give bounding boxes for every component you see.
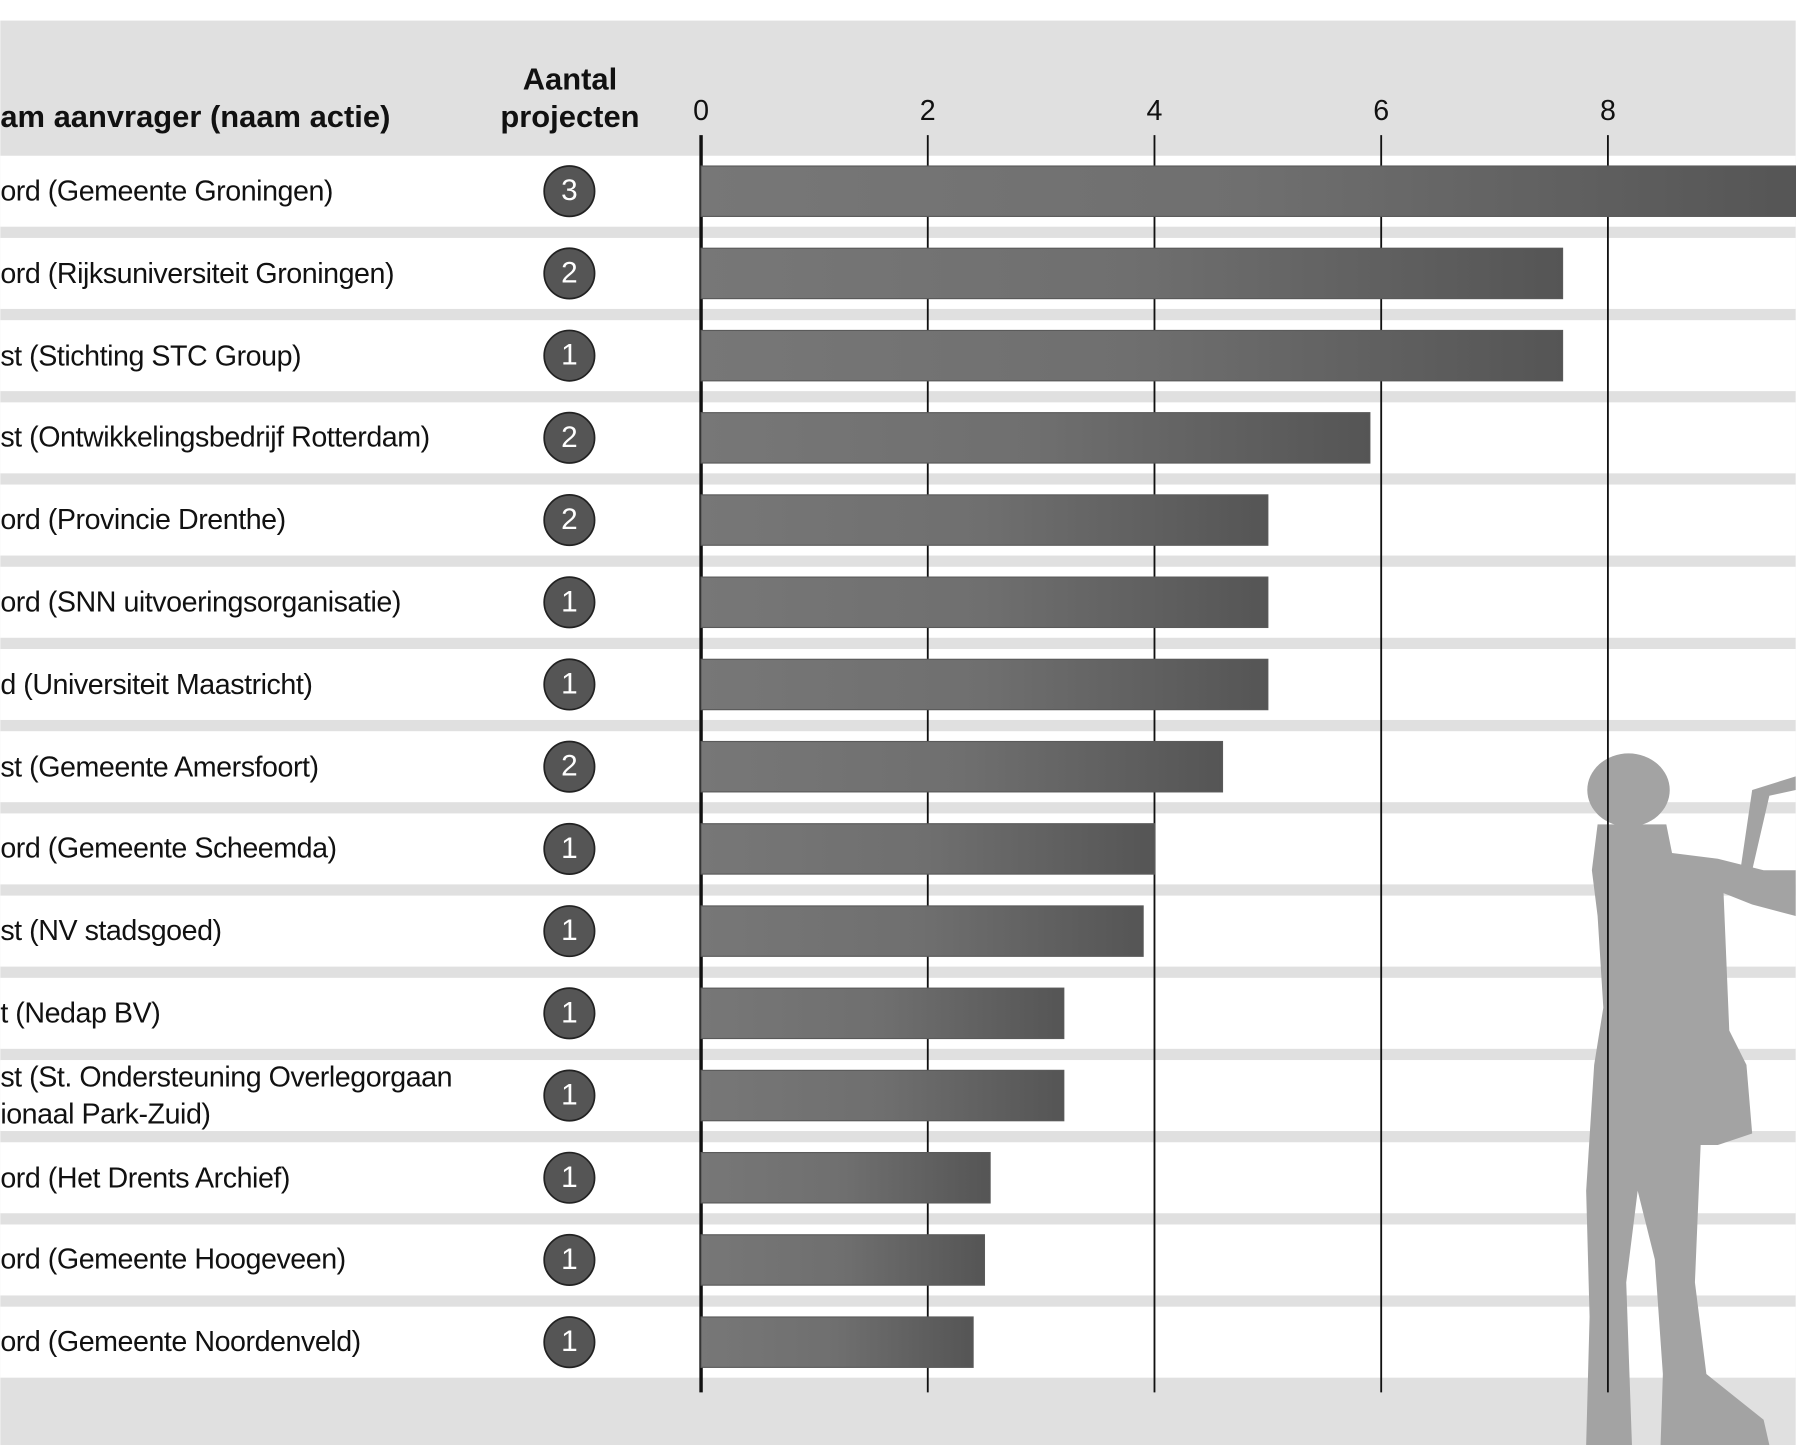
count-badge	[543, 740, 596, 793]
bar	[700, 412, 1371, 464]
count-badge	[543, 905, 596, 958]
category-label: ord (Het Drents Archief)	[0, 1161, 291, 1194]
count-badge	[543, 247, 596, 300]
category-label: t (Nedap BV)	[0, 997, 161, 1030]
category-label: st (St. Ondersteuning Overlegorgaan iona…	[0, 1061, 453, 1130]
category-label: ord (Provincie Drenthe)	[0, 504, 286, 537]
count-badge	[543, 987, 596, 1040]
count-header: Aantal projecten	[500, 62, 640, 134]
bar	[700, 576, 1269, 629]
count-label: 1	[561, 339, 578, 372]
count-label: 1	[561, 1161, 578, 1194]
x-tick-label: 8	[1600, 95, 1616, 127]
count-badge	[543, 494, 596, 547]
x-tick-label: 6	[1373, 95, 1389, 127]
category-label-text: ord (Rijksuniversiteit Groningen)	[0, 257, 395, 290]
bar	[700, 740, 1224, 793]
count-label: 1	[561, 832, 578, 865]
count-badge	[543, 1151, 596, 1204]
category-label-text: st (Stichting STC Group)	[0, 339, 302, 372]
category-label: ord (Gemeente Hoogeveen)	[0, 1243, 346, 1276]
count-badge	[543, 822, 596, 875]
bar	[700, 1234, 986, 1286]
count-label: 1	[561, 1079, 578, 1112]
x-tick-label: 2	[920, 95, 936, 127]
category-label-text: ord (Gemeente Noordenveld)	[0, 1326, 361, 1359]
category-label-text: ord (SNN uitvoeringsorganisatie)	[0, 586, 401, 619]
category-label-text: st (St. Ondersteuning Overlegorgaan iona…	[0, 1061, 453, 1130]
category-label-text: ord (Gemeente Scheemda)	[0, 832, 337, 865]
bar	[700, 987, 1065, 1040]
bar	[700, 823, 1156, 875]
bar	[700, 905, 1144, 957]
category-label: ord (Gemeente Groningen)	[0, 175, 334, 208]
x-tick-label: 0	[693, 95, 709, 127]
count-badge	[543, 329, 596, 382]
count-label: 1	[561, 1243, 578, 1276]
x-tick-label: 4	[1147, 95, 1163, 127]
category-label: st (Stichting STC Group)	[0, 339, 302, 372]
count-header-text: Aantal projecten	[500, 62, 640, 134]
name-header: am aanvrager (naam actie)	[0, 99, 391, 134]
count-badge	[543, 658, 596, 711]
count-badge	[543, 1233, 596, 1287]
category-label-text: st (Ontwikkelingsbedrijf Rotterdam)	[0, 421, 430, 454]
count-label: 1	[561, 585, 578, 618]
category-label: ord (Rijksuniversiteit Groningen)	[0, 257, 395, 290]
count-label: 2	[561, 421, 578, 454]
category-label-text: d (Universiteit Maastricht)	[0, 668, 313, 701]
category-label-text: st (Gemeente Amersfoort)	[0, 750, 319, 783]
bar	[700, 1151, 991, 1204]
category-label-text: st (NV stadsgoed)	[0, 915, 222, 948]
count-label: 3	[561, 174, 578, 207]
bar	[700, 658, 1269, 711]
category-label-text: t (Nedap BV)	[0, 997, 161, 1030]
category-label: ord (Gemeente Noordenveld)	[0, 1326, 361, 1359]
count-badge	[543, 411, 596, 464]
count-label: 2	[561, 503, 578, 536]
category-label-text: ord (Het Drents Archief)	[0, 1161, 291, 1194]
count-badge	[543, 1316, 596, 1369]
count-badge	[543, 165, 596, 218]
count-badge	[543, 576, 596, 629]
count-label: 2	[561, 256, 578, 289]
count-label: 1	[561, 1325, 578, 1358]
category-label: st (NV stadsgoed)	[0, 915, 222, 948]
name-header-text: am aanvrager (naam actie)	[0, 99, 391, 134]
bar	[700, 247, 1564, 300]
count-label: 1	[561, 667, 578, 700]
count-label: 1	[561, 996, 578, 1029]
category-label: d (Universiteit Maastricht)	[0, 668, 313, 701]
bar	[700, 1316, 974, 1368]
category-label-text: ord (Provincie Drenthe)	[0, 504, 286, 537]
bar	[700, 1069, 1065, 1122]
category-label: ord (Gemeente Scheemda)	[0, 832, 337, 865]
category-label-text: ord (Gemeente Hoogeveen)	[0, 1243, 346, 1276]
bar	[700, 165, 1796, 217]
bar	[700, 329, 1564, 382]
category-label-text: ord (Gemeente Groningen)	[0, 175, 334, 208]
category-label: ord (SNN uitvoeringsorganisatie)	[0, 586, 401, 619]
category-label: st (Gemeente Amersfoort)	[0, 750, 319, 783]
count-label: 1	[561, 914, 578, 947]
count-label: 2	[561, 750, 578, 783]
count-badge	[543, 1069, 596, 1122]
category-label: st (Ontwikkelingsbedrijf Rotterdam)	[0, 421, 430, 454]
bar	[700, 494, 1269, 546]
